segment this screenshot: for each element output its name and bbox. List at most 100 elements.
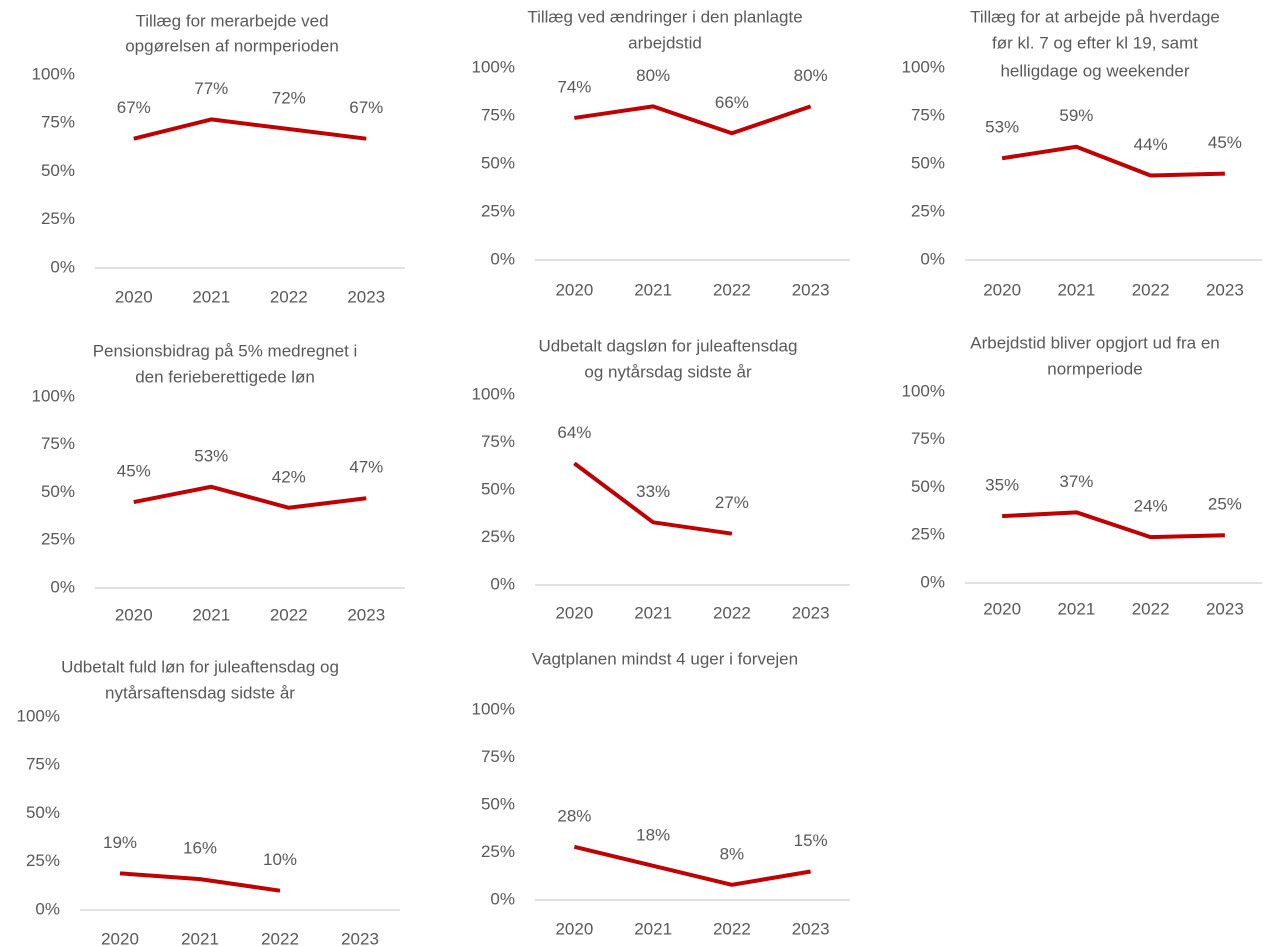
- data-label: 74%: [557, 77, 591, 96]
- x-tick-label: 2023: [1206, 280, 1244, 299]
- y-tick-label: 50%: [481, 153, 515, 172]
- line-series: [1001, 144, 1225, 178]
- data-label: 44%: [1134, 135, 1168, 154]
- x-tick-label: 2021: [1057, 280, 1095, 299]
- x-tick-label: 2023: [347, 287, 385, 306]
- x-tick-label: 2022: [270, 287, 308, 306]
- y-tick-label: 50%: [481, 794, 515, 813]
- x-tick-label: 2021: [634, 603, 672, 622]
- y-tick-label: 100%: [472, 57, 515, 76]
- chart-title: nytårsaftensdag sidste år: [105, 683, 295, 702]
- data-label: 45%: [1208, 133, 1242, 152]
- chart-title: og nytårsdag sidste år: [584, 362, 752, 381]
- data-label: 27%: [715, 493, 749, 512]
- y-tick-label: 50%: [41, 482, 75, 501]
- x-tick-label: 2022: [713, 603, 751, 622]
- x-tick-label: 2021: [181, 929, 219, 946]
- y-tick-label: 75%: [911, 429, 945, 448]
- x-tick-label: 2021: [1057, 599, 1095, 618]
- x-tick-label: 2020: [555, 280, 593, 299]
- x-tick-label: 2021: [634, 919, 672, 938]
- y-tick-label: 0%: [920, 249, 945, 268]
- data-label: 66%: [715, 93, 749, 112]
- data-label: 45%: [117, 462, 151, 481]
- data-label: 67%: [349, 98, 383, 117]
- chart-title: normperiode: [1047, 359, 1142, 378]
- y-tick-label: 75%: [481, 747, 515, 766]
- y-tick-label: 75%: [26, 755, 60, 774]
- y-tick-label: 25%: [481, 527, 515, 546]
- y-tick-label: 0%: [490, 249, 515, 268]
- y-tick-label: 25%: [911, 201, 945, 220]
- x-tick-label: 2020: [115, 287, 153, 306]
- y-tick-label: 0%: [50, 257, 75, 276]
- x-tick-label: 2023: [341, 929, 379, 946]
- chart-title: helligdage og weekender: [1000, 61, 1189, 80]
- x-tick-label: 2020: [555, 603, 593, 622]
- y-tick-label: 75%: [911, 105, 945, 124]
- y-tick-label: 75%: [481, 105, 515, 124]
- data-label: 42%: [272, 467, 306, 486]
- y-tick-label: 25%: [911, 525, 945, 544]
- y-tick-label: 50%: [41, 161, 75, 180]
- line-series: [1002, 510, 1225, 540]
- data-label: 53%: [985, 118, 1019, 137]
- x-tick-label: 2020: [115, 605, 153, 624]
- line-series: [573, 844, 811, 887]
- chart-title: Pensionsbidrag på 5% medregnet i: [93, 341, 358, 360]
- y-tick-label: 0%: [490, 889, 515, 908]
- data-label: 33%: [636, 482, 670, 501]
- chart-title: Udbetalt fuld løn for juleaftensdag og: [61, 657, 339, 676]
- x-tick-label: 2023: [1206, 599, 1244, 618]
- x-tick-label: 2022: [261, 929, 299, 946]
- data-label: 67%: [117, 98, 151, 117]
- x-tick-label: 2021: [634, 280, 672, 299]
- y-tick-label: 100%: [902, 57, 945, 76]
- data-label: 77%: [194, 79, 228, 98]
- chart-title: før kl. 7 og efter kl 19, samt: [992, 33, 1198, 52]
- chart-title: Udbetalt dagsløn for juleaftensdag: [539, 336, 798, 355]
- chart-title: Tillæg ved ændringer i den planlagte: [527, 7, 802, 26]
- y-tick-label: 75%: [41, 113, 75, 132]
- x-tick-label: 2020: [983, 280, 1021, 299]
- y-tick-label: 25%: [41, 530, 75, 549]
- y-tick-label: 75%: [481, 432, 515, 451]
- data-label: 8%: [720, 844, 745, 863]
- x-tick-label: 2023: [792, 603, 830, 622]
- data-label: 64%: [557, 423, 591, 442]
- y-tick-label: 25%: [481, 842, 515, 861]
- y-tick-label: 0%: [490, 574, 515, 593]
- chart-title: Tillæg for merarbejde ved: [135, 11, 328, 30]
- x-tick-label: 2022: [713, 280, 751, 299]
- line-series: [133, 117, 367, 141]
- x-tick-label: 2021: [192, 287, 230, 306]
- x-tick-label: 2020: [555, 919, 593, 938]
- data-label: 25%: [1208, 495, 1242, 514]
- y-tick-label: 25%: [481, 201, 515, 220]
- x-tick-label: 2022: [1132, 599, 1170, 618]
- x-tick-label: 2023: [347, 605, 385, 624]
- data-label: 19%: [103, 833, 137, 852]
- data-label: 72%: [272, 89, 306, 108]
- chart-title: opgørelsen af normperioden: [125, 36, 339, 55]
- data-label: 47%: [349, 458, 383, 477]
- y-tick-label: 0%: [50, 577, 75, 596]
- data-label: 37%: [1059, 472, 1093, 491]
- line-series: [573, 461, 733, 536]
- y-tick-label: 100%: [902, 381, 945, 400]
- data-label: 80%: [636, 66, 670, 85]
- data-label: 16%: [183, 839, 217, 858]
- y-tick-label: 25%: [41, 209, 75, 228]
- x-tick-label: 2022: [713, 919, 751, 938]
- data-label: 28%: [557, 806, 591, 825]
- data-label: 15%: [794, 831, 828, 850]
- y-tick-label: 25%: [26, 851, 60, 870]
- data-label: 10%: [263, 850, 297, 869]
- y-tick-label: 0%: [920, 572, 945, 591]
- y-tick-label: 100%: [17, 706, 60, 725]
- chart-title: den ferieberettigede løn: [135, 367, 315, 386]
- data-label: 59%: [1059, 106, 1093, 125]
- y-tick-label: 100%: [32, 386, 75, 405]
